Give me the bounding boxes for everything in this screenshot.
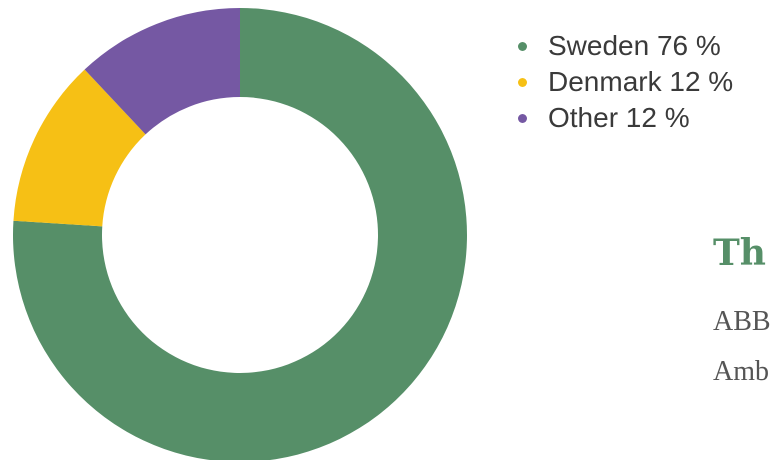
legend-dot-other <box>518 113 527 123</box>
legend-dot-denmark <box>518 77 527 87</box>
body-line-2: Amb <box>713 356 769 387</box>
section-heading: Th <box>713 232 766 274</box>
legend-label-sweden: Sweden 76 % <box>548 30 721 61</box>
donut-chart <box>13 8 467 460</box>
legend-label-denmark: Denmark 12 % <box>548 66 734 97</box>
legend-dot-sweden <box>518 41 527 51</box>
legend-item-denmark: Denmark 12 % <box>518 64 733 100</box>
body-line-1: ABB <box>713 306 771 337</box>
chart-legend: Sweden 76 % Denmark 12 % Other 12 % <box>518 28 733 136</box>
legend-label-other: Other 12 % <box>548 102 690 133</box>
legend-item-sweden: Sweden 76 % <box>518 28 733 64</box>
legend-item-other: Other 12 % <box>518 100 733 136</box>
slice-sweden <box>13 8 467 460</box>
slice-other <box>84 8 240 135</box>
slice-denmark <box>13 69 146 227</box>
